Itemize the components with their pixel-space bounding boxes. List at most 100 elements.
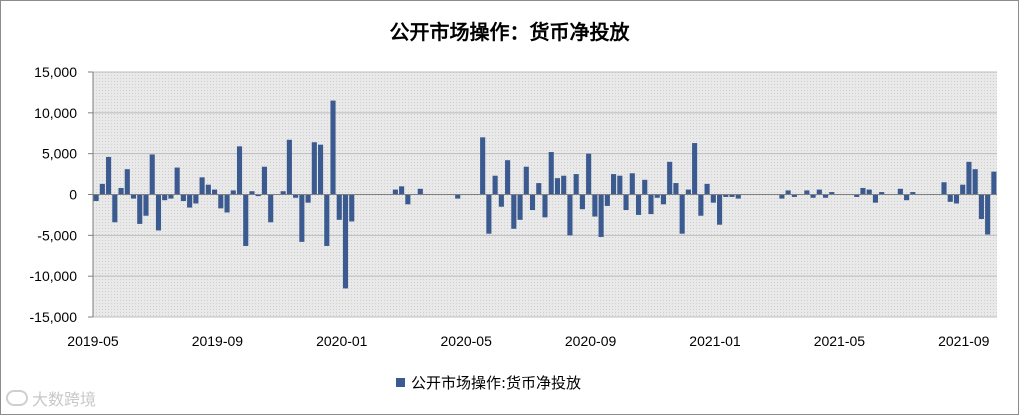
x-tick-label: 2020-09 xyxy=(565,333,617,349)
bar xyxy=(324,194,330,246)
bar xyxy=(112,194,118,223)
bar xyxy=(947,194,953,202)
bar xyxy=(243,194,249,246)
bar xyxy=(124,169,130,195)
bar xyxy=(392,189,398,195)
bar xyxy=(523,166,529,195)
bar xyxy=(305,194,311,203)
bar xyxy=(960,184,966,195)
x-tick-label: 2021-05 xyxy=(814,333,866,349)
bar xyxy=(966,161,972,195)
bar xyxy=(137,194,143,224)
x-tick-label: 2020-01 xyxy=(316,333,368,349)
bar xyxy=(654,194,660,198)
bar xyxy=(586,153,592,195)
bar xyxy=(218,194,224,209)
bar xyxy=(729,194,735,197)
bar xyxy=(872,194,878,203)
bar xyxy=(205,184,211,195)
chart-legend: 公开市场操作:货币净投放 xyxy=(396,372,581,393)
bar xyxy=(710,194,716,203)
bar xyxy=(904,194,910,201)
bar xyxy=(318,144,324,195)
bar xyxy=(679,194,685,234)
bar xyxy=(779,194,785,199)
bar xyxy=(336,194,342,220)
bar xyxy=(187,194,193,208)
bar xyxy=(642,179,648,195)
bar xyxy=(268,194,274,223)
bar xyxy=(897,188,903,195)
bar xyxy=(486,194,492,234)
bar xyxy=(573,174,579,195)
bar xyxy=(168,194,174,199)
bar xyxy=(330,100,336,195)
bar xyxy=(529,194,536,211)
bar xyxy=(224,194,230,213)
bar xyxy=(829,192,835,195)
bar xyxy=(280,191,286,195)
bar xyxy=(785,190,791,195)
bar xyxy=(405,194,411,205)
watermark-logo-icon xyxy=(6,390,28,406)
bar xyxy=(623,194,629,211)
y-tick-label: 10,000 xyxy=(34,105,77,121)
bar xyxy=(480,137,486,195)
bar xyxy=(286,139,292,195)
x-tick-label: 2020-05 xyxy=(441,333,493,349)
bar xyxy=(685,189,691,195)
bar xyxy=(498,194,504,207)
bar xyxy=(511,194,517,229)
bar xyxy=(611,174,617,195)
bar xyxy=(505,160,511,195)
bar xyxy=(548,152,554,195)
x-tick-label: 2019-09 xyxy=(192,333,244,349)
bar xyxy=(704,183,710,195)
bar xyxy=(349,194,355,222)
bar xyxy=(567,194,573,236)
bar xyxy=(991,171,997,195)
bar xyxy=(130,194,137,199)
bar xyxy=(162,194,168,201)
bar xyxy=(816,189,822,195)
y-tick-label: -15,000 xyxy=(30,309,78,325)
bar xyxy=(648,194,654,215)
bar xyxy=(554,178,561,195)
watermark: 大数跨境 xyxy=(6,386,96,410)
bar xyxy=(149,154,155,195)
bar xyxy=(106,156,112,195)
bar xyxy=(635,194,642,215)
bar xyxy=(723,194,729,197)
bar xyxy=(823,194,829,198)
bar xyxy=(804,190,810,195)
bar xyxy=(667,161,673,195)
bar xyxy=(492,175,498,195)
bar xyxy=(517,194,523,220)
y-tick-label: 0 xyxy=(69,187,77,203)
bar xyxy=(660,194,667,205)
bar xyxy=(854,194,860,197)
bar xyxy=(118,187,124,195)
bar xyxy=(455,194,461,199)
bar xyxy=(255,194,261,197)
bar xyxy=(293,194,299,198)
bar xyxy=(536,183,542,195)
bar xyxy=(311,142,317,195)
bar xyxy=(249,191,255,195)
bar xyxy=(735,194,741,199)
bar xyxy=(879,192,885,195)
bar xyxy=(985,194,991,235)
bar xyxy=(193,194,199,204)
bar xyxy=(261,166,267,195)
bar xyxy=(299,194,305,242)
bar xyxy=(629,173,635,195)
x-tick-label: 2021-09 xyxy=(938,333,990,349)
bar xyxy=(342,194,349,289)
bar xyxy=(972,169,978,195)
bar xyxy=(810,194,816,198)
watermark-text: 大数跨境 xyxy=(32,390,97,409)
bar xyxy=(604,194,610,206)
y-tick-label: 15,000 xyxy=(34,64,77,80)
bar xyxy=(617,175,623,195)
